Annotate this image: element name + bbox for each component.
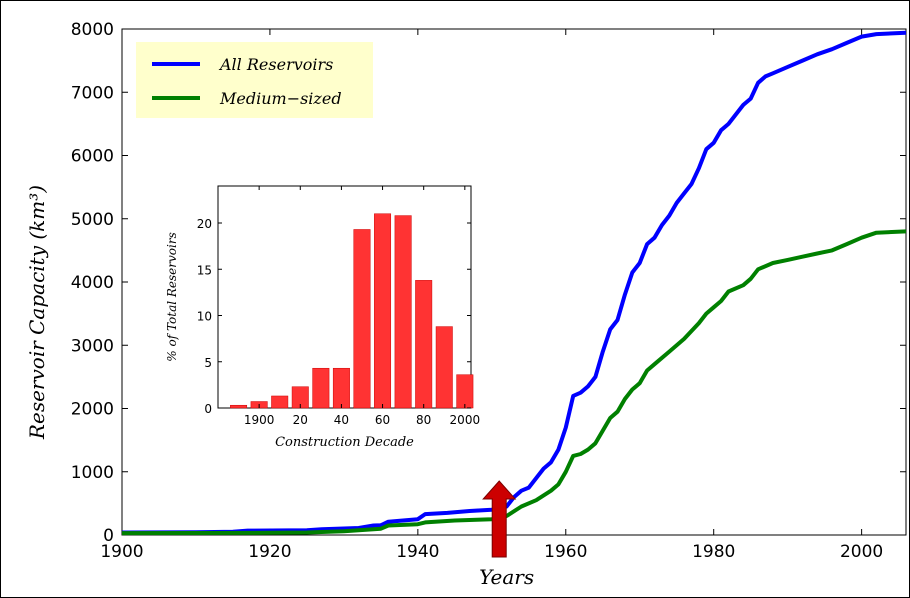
- inset-bar: [394, 215, 412, 409]
- inset-bar: [271, 395, 289, 409]
- y-tick-label: 0: [103, 526, 114, 546]
- inset-bar: [312, 367, 330, 409]
- inset-x-tick-label: 20: [293, 413, 308, 427]
- series-line-all-reservoirs: [121, 30, 907, 535]
- inset-x-tick-label: 1900: [244, 413, 275, 427]
- x-tick-label: 2000: [840, 542, 883, 562]
- x-tick-label: 1960: [544, 542, 587, 562]
- y-tick-label: 1000: [71, 463, 114, 483]
- inset-x-axis-label: Construction Decade: [275, 435, 414, 450]
- x-tick-label: 1980: [692, 542, 735, 562]
- y-axis-label: Reservoir Capacity (km³): [25, 185, 49, 440]
- inset-y-tick-label: 0: [204, 402, 212, 416]
- inset-bar: [415, 280, 433, 409]
- legend-label: Medium−sized: [219, 89, 342, 108]
- inset-x-tick-label: 40: [334, 413, 349, 427]
- y-tick-label: 6000: [71, 147, 114, 167]
- inset-y-tick-label: 20: [197, 217, 212, 231]
- inset-bar: [353, 229, 371, 409]
- inset-bar: [374, 213, 392, 409]
- x-tick-label: 1940: [396, 542, 439, 562]
- inset-bar: [435, 326, 453, 409]
- legend-box: [136, 42, 373, 118]
- inset-x-tick-label: 60: [375, 413, 390, 427]
- series-line-medium-sized: [121, 229, 907, 536]
- inset-x-tick-label: 80: [416, 413, 431, 427]
- y-tick-label: 4000: [71, 273, 114, 293]
- y-tick-label: 8000: [71, 20, 114, 40]
- inset-bar: [456, 374, 474, 409]
- inset-bar: [230, 404, 248, 409]
- inset-y-tick-label: 5: [204, 356, 212, 370]
- inset-y-tick-label: 15: [197, 263, 212, 277]
- inset-bar: [332, 367, 350, 409]
- x-tick-label: 1920: [248, 542, 291, 562]
- y-tick-label: 7000: [71, 83, 114, 103]
- inset-x-tick-label: 2000: [450, 413, 481, 427]
- x-tick-label: 1900: [100, 542, 143, 562]
- y-tick-label: 3000: [71, 336, 114, 356]
- x-axis-label: Years: [479, 565, 534, 589]
- arrow-marker-icon: [482, 480, 517, 558]
- inset-y-tick-label: 10: [197, 310, 212, 324]
- legend-label: All Reservoirs: [218, 55, 333, 74]
- y-tick-label: 2000: [71, 400, 114, 420]
- inset-y-axis-label: % of Total Reservoirs: [165, 232, 179, 362]
- y-tick-label: 5000: [71, 210, 114, 230]
